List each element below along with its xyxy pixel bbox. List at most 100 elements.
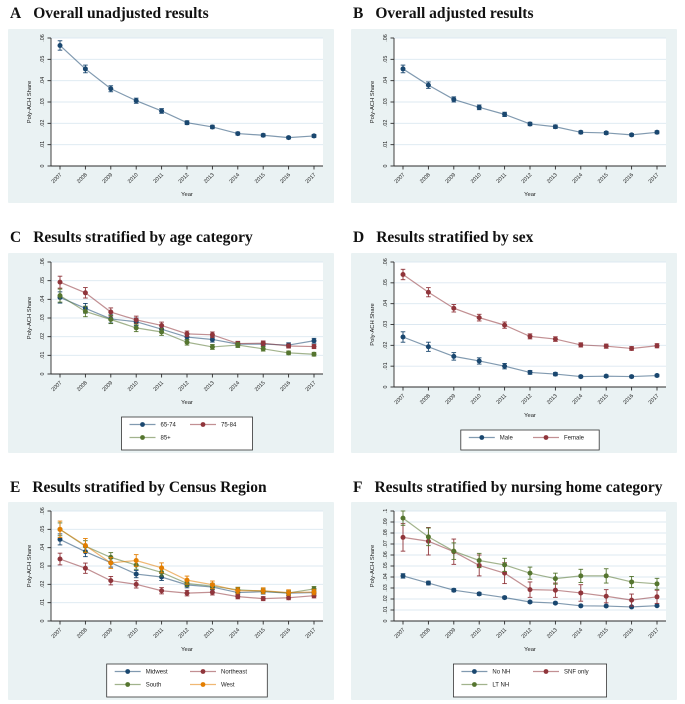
legend-label: No NH	[492, 670, 510, 676]
series-no-nh	[400, 573, 660, 610]
svg-text:Poly-ACH Share: Poly-ACH Share	[27, 296, 33, 339]
panel-c-line-chart: 0 .01 .02 .03 .04 .05 .06 Poly-ACH Share 2007 200…	[27, 258, 323, 451]
svg-text:.02: .02	[40, 333, 46, 341]
svg-text:0: 0	[383, 385, 389, 388]
svg-text:.05: .05	[383, 55, 389, 63]
panel-d: D Results stratified by sex 0 .01 .02 .03 .04…	[351, 203, 677, 453]
panel-d-title: D Results stratified by sex	[353, 229, 677, 247]
svg-text:.05: .05	[40, 526, 46, 534]
panel-f-letter: F	[353, 478, 363, 496]
series-northeast	[57, 553, 317, 602]
legend-label: Northeast	[221, 670, 247, 676]
svg-text:2014: 2014	[228, 628, 241, 641]
panel-a-title-text: Overall unadjusted results	[33, 5, 209, 22]
legend-label: 65-74	[161, 422, 177, 428]
legend-label: Female	[564, 435, 585, 441]
svg-text:.03: .03	[383, 98, 389, 106]
svg-text:2012: 2012	[521, 172, 534, 185]
panel-c-title-text: Results stratified by age category	[33, 228, 253, 246]
panel-c-title: C Results stratified by age category	[10, 229, 334, 247]
panel-f-chart-area: 0 .01 .02 .03 .04 .05 .06 .07 .08 .09 .1 Poly-ACH S…	[351, 502, 677, 701]
svg-text:.02: .02	[40, 581, 46, 589]
svg-text:2011: 2011	[496, 393, 508, 405]
svg-text:.04: .04	[40, 295, 46, 303]
svg-text:.01: .01	[383, 141, 389, 149]
panel-e-title: E Results stratified by Census Region	[10, 479, 334, 497]
svg-text:.01: .01	[383, 607, 389, 615]
svg-text:2015: 2015	[597, 628, 610, 641]
svg-text:2008: 2008	[76, 380, 89, 393]
panel-c-chart-area: 0 .01 .02 .03 .04 .05 .06 Poly-ACH Share 2007 200…	[8, 252, 334, 453]
svg-text:2009: 2009	[444, 393, 457, 406]
svg-text:2008: 2008	[419, 172, 432, 185]
svg-text:2013: 2013	[546, 172, 559, 185]
svg-text:.02: .02	[40, 119, 46, 127]
svg-text:Poly-ACH Share: Poly-ACH Share	[27, 545, 33, 588]
svg-text:2012: 2012	[521, 393, 534, 406]
legend-label: Male	[500, 435, 514, 441]
svg-text:Poly-ACH Share: Poly-ACH Share	[370, 303, 376, 346]
svg-text:.06: .06	[40, 508, 46, 516]
panel-b-title: B Overall adjusted results	[353, 5, 677, 23]
svg-text:.03: .03	[383, 585, 389, 593]
svg-text:2010: 2010	[470, 172, 483, 185]
legend-label: Midwest	[146, 670, 168, 676]
svg-text:0: 0	[383, 164, 389, 167]
svg-text:.05: .05	[40, 55, 46, 63]
svg-text:2011: 2011	[153, 628, 165, 640]
svg-text:0: 0	[40, 620, 46, 623]
panel-f-title-text: Results stratified by nursing home categ…	[374, 478, 663, 496]
svg-text:.01: .01	[40, 599, 46, 607]
panel-b: B Overall adjusted results 0 .01 .02 .03 .04.…	[351, 0, 677, 203]
svg-text:0: 0	[40, 372, 46, 375]
svg-text:2014: 2014	[571, 172, 584, 185]
panel-a-line-chart: 0 .01 .02 .03 .04 .05 .06 Poly-ACH Share 2007 200…	[27, 34, 323, 198]
svg-text:2014: 2014	[571, 628, 584, 641]
svg-text:2012: 2012	[178, 628, 191, 641]
panel-d-line-chart: 0 .01 .02 .03 .04 .05 .06 Poly-ACH Share 2007 200…	[370, 258, 666, 451]
panel-d-chart-area: 0 .01 .02 .03 .04 .05 .06 Poly-ACH Share 2007 200…	[351, 252, 677, 453]
series-west	[57, 521, 317, 597]
svg-text:2011: 2011	[496, 628, 508, 640]
series-snf-only	[400, 523, 660, 608]
panel-e-chart-area: 0 .01 .02 .03 .04 .05 .06 Poly-ACH Share 2007 200…	[8, 502, 334, 701]
svg-text:2015: 2015	[254, 172, 267, 185]
svg-text:2012: 2012	[178, 172, 191, 185]
panel-b-line-chart: 0 .01 .02 .03 .04 .05 .06 Poly-ACH Share 2007 200…	[370, 34, 666, 198]
svg-text:2007: 2007	[394, 393, 407, 406]
svg-text:2010: 2010	[470, 393, 483, 406]
panel-e-letter: E	[10, 478, 21, 496]
svg-text:Poly-ACH Share: Poly-ACH Share	[27, 81, 33, 124]
svg-text:.03: .03	[40, 314, 46, 322]
svg-text:2013: 2013	[203, 628, 216, 641]
legend-box	[460, 429, 600, 451]
panel-f-title: F Results stratified by nursing home cate…	[353, 479, 677, 497]
svg-text:2015: 2015	[597, 393, 610, 406]
svg-text:2017: 2017	[648, 628, 661, 641]
svg-text:0: 0	[383, 620, 389, 623]
svg-text:2017: 2017	[305, 380, 318, 393]
svg-text:.06: .06	[40, 34, 46, 42]
svg-text:.05: .05	[383, 563, 389, 571]
svg-text:2016: 2016	[279, 172, 292, 185]
panel-f: F Results stratified by nursing home cate…	[351, 453, 677, 701]
svg-text:2009: 2009	[444, 628, 457, 641]
panel-a-chart-area: 0 .01 .02 .03 .04 .05 .06 Poly-ACH Share 2007 200…	[8, 28, 334, 203]
svg-text:2009: 2009	[101, 172, 114, 185]
svg-text:2008: 2008	[419, 393, 432, 406]
legend-label: LT NH	[492, 683, 509, 689]
series-female	[400, 268, 660, 351]
svg-text:2015: 2015	[254, 380, 267, 393]
svg-text:.03: .03	[40, 98, 46, 106]
series-lt-nh	[400, 510, 660, 591]
svg-text:0: 0	[40, 164, 46, 167]
panel-d-letter: D	[353, 228, 365, 246]
panel-b-title-text: Overall adjusted results	[375, 5, 534, 22]
svg-text:.02: .02	[383, 596, 389, 604]
legend-label: South	[146, 683, 162, 689]
svg-text:2017: 2017	[648, 393, 661, 406]
svg-text:2010: 2010	[470, 628, 483, 641]
svg-text:2016: 2016	[279, 628, 292, 641]
svg-text:Year: Year	[181, 192, 193, 198]
svg-text:2016: 2016	[622, 172, 635, 185]
